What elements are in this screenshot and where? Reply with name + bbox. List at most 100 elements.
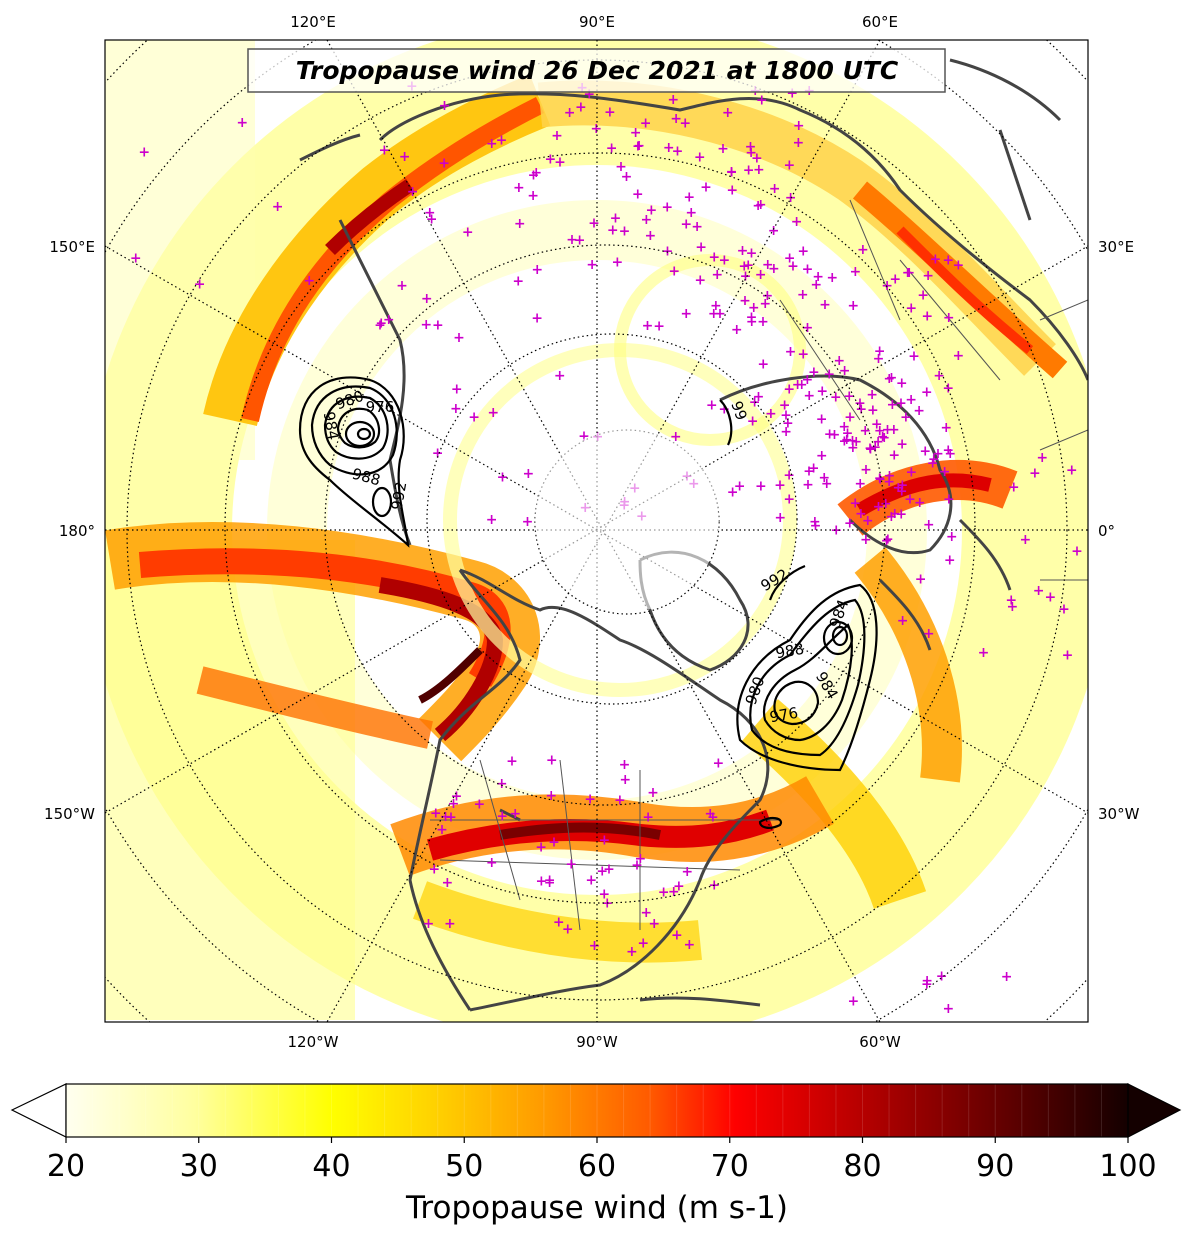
station-marker: +: [752, 198, 764, 214]
station-marker: +: [867, 403, 879, 419]
station-marker: +: [708, 306, 720, 322]
station-marker: +: [908, 349, 920, 365]
station-marker: +: [762, 288, 774, 304]
station-marker: +: [586, 257, 598, 273]
station-marker: +: [1071, 543, 1083, 559]
station-marker: +: [808, 460, 820, 476]
station-marker: +: [759, 296, 771, 312]
station-marker: +: [854, 396, 866, 412]
station-marker: +: [374, 317, 386, 333]
station-marker: +: [734, 479, 746, 495]
map-panel: ++++++++++++++++ ++ ++++++++++++++++++++++…: [105, 40, 1088, 1022]
station-marker: +: [839, 363, 851, 379]
station-marker: +: [816, 448, 828, 464]
colorbar: 20 30 40 50 60 70 80 90 100 Tropopause wind (m s…: [10, 1083, 1182, 1226]
station-marker: +: [769, 181, 781, 197]
station-marker: +: [882, 422, 894, 438]
colorbar-tick-label: 80: [843, 1149, 881, 1184]
station-marker: +: [847, 298, 859, 314]
station-marker: +: [130, 250, 142, 266]
station-marker: +: [896, 437, 908, 453]
station-marker: +: [1008, 479, 1020, 495]
station-marker: +: [662, 243, 674, 259]
station-marker: +: [236, 115, 248, 131]
station-marker: +: [797, 346, 809, 362]
station-marker: +: [864, 441, 876, 457]
station-marker: +: [923, 626, 935, 642]
station-marker: +: [895, 506, 907, 522]
station-marker: +: [553, 915, 565, 931]
station-marker: +: [939, 464, 951, 480]
station-marker: +: [887, 397, 899, 413]
station-marker: +: [802, 477, 814, 493]
station-marker: +: [440, 809, 452, 825]
station-marker: +: [808, 365, 820, 381]
colorbar-tick-label: 20: [47, 1149, 85, 1184]
station-marker: +: [860, 462, 872, 478]
station-marker: +: [564, 105, 576, 121]
station-marker: +: [514, 216, 526, 232]
station-marker: +: [882, 532, 894, 548]
station-marker: +: [819, 297, 831, 313]
station-marker: +: [726, 182, 738, 198]
station-marker: +: [839, 434, 851, 450]
station-marker: +: [978, 645, 990, 661]
station-marker: +: [749, 395, 761, 411]
station-marker: +: [545, 152, 557, 168]
station-marker: +: [585, 873, 597, 889]
station-marker: +: [462, 225, 474, 241]
station-marker: +: [802, 320, 814, 336]
station-marker: +: [604, 105, 616, 121]
station-marker: +: [1020, 532, 1032, 548]
station-marker: +: [642, 318, 654, 334]
station-marker: +: [486, 855, 498, 871]
station-marker: +: [746, 314, 758, 330]
station-marker: +: [746, 246, 758, 262]
station-marker: +: [631, 857, 643, 873]
colorbar-tick-label: 100: [1099, 1149, 1156, 1184]
station-marker: +: [810, 277, 822, 293]
station-marker: +: [496, 133, 508, 149]
station-marker: +: [865, 441, 877, 457]
station-marker: +: [748, 300, 760, 316]
station-marker: +: [1005, 592, 1017, 608]
station-marker: +: [726, 164, 738, 180]
lon-label-top-1: 120°E: [290, 13, 336, 31]
station-marker: +: [871, 417, 883, 433]
station-marker: +: [619, 772, 631, 788]
station-marker: +: [615, 159, 627, 175]
station-marker: +: [746, 310, 758, 326]
station-marker: +: [866, 387, 878, 403]
station-marker: +: [927, 456, 939, 472]
colorbar-tick-label: 30: [180, 1149, 218, 1184]
station-marker: +: [809, 514, 821, 530]
station-marker: +: [902, 265, 914, 281]
contour-label: 976: [768, 704, 799, 727]
station-marker: +: [706, 398, 718, 414]
station-marker: +: [680, 217, 692, 233]
station-marker: +: [888, 447, 900, 463]
station-marker: +: [383, 312, 395, 328]
lon-label-right-1: 30°E: [1098, 238, 1134, 256]
station-marker: +: [936, 969, 948, 985]
station-marker: +: [785, 344, 797, 360]
station-marker: +: [727, 485, 739, 501]
station-marker: +: [683, 190, 695, 206]
station-marker: +: [780, 424, 792, 440]
station-marker: +: [756, 92, 768, 108]
station-marker: +: [743, 163, 755, 179]
station-marker: +: [522, 514, 534, 530]
station-marker: +: [430, 805, 442, 821]
station-marker: +: [603, 862, 615, 878]
station-marker: +: [432, 445, 444, 461]
lon-label-left-3: 150°W: [44, 805, 95, 823]
station-marker: +: [842, 426, 854, 442]
station-marker: +: [610, 210, 622, 226]
station-marker: +: [138, 144, 150, 160]
station-marker: +: [670, 429, 682, 445]
station-marker: +: [896, 376, 908, 392]
station-marker: +: [606, 140, 618, 156]
station-marker: +: [745, 145, 757, 161]
station-marker: +: [632, 139, 644, 155]
station-marker: +: [757, 357, 769, 373]
